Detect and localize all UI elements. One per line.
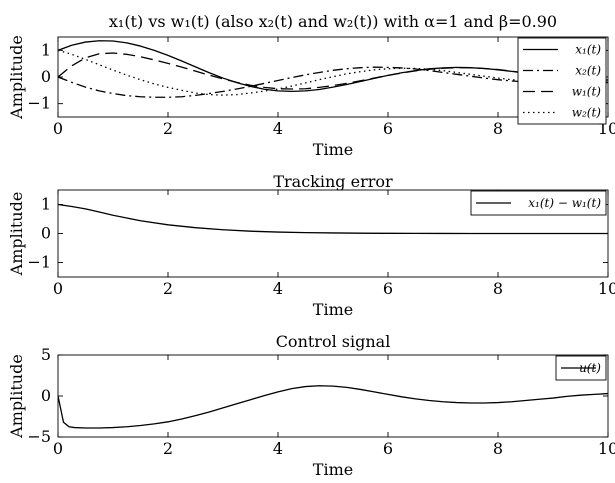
legend-label: w₂(t) (572, 106, 602, 120)
legend-label: x₂(t) (575, 64, 601, 78)
x-tick-label: 4 (273, 439, 283, 458)
y-tick-label: 5 (41, 345, 51, 364)
x-tick-label: 8 (493, 439, 503, 458)
x-tick-label: 0 (53, 119, 63, 138)
x-tick-label: 2 (163, 279, 173, 298)
x-axis-label: Time (313, 300, 353, 319)
x-axis-label: Time (313, 140, 353, 159)
series-line-1 (58, 385, 608, 429)
y-tick-label: −1 (27, 253, 51, 272)
x-tick-label: 8 (493, 279, 503, 298)
x-axis-label: Time (313, 460, 353, 479)
x-tick-label: 6 (383, 119, 393, 138)
x-tick-label: 2 (163, 439, 173, 458)
series-line-2 (58, 66, 608, 98)
x-tick-label: 0 (53, 439, 63, 458)
legend: x₁(t) − w₁(t) (470, 190, 607, 216)
legend: u(t) (555, 355, 607, 381)
y-tick-label: 0 (41, 67, 51, 86)
x-tick-label: 10 (598, 279, 615, 298)
subplot-title: Control signal (276, 332, 391, 351)
series-line-3 (58, 52, 608, 90)
subplot-1: x₁(t) vs w₁(t) (also x₂(t) and w₂(t)) wi… (7, 12, 615, 159)
legend-label: x₁(t) − w₁(t) (528, 196, 601, 210)
x-tick-label: 2 (163, 119, 173, 138)
x-tick-label: 4 (273, 279, 283, 298)
y-tick-label: −1 (27, 94, 51, 113)
legend-label: x₁(t) (575, 43, 601, 57)
x-tick-label: 4 (273, 119, 283, 138)
y-axis-label: Amplitude (7, 192, 26, 277)
y-axis-label: Amplitude (7, 354, 26, 439)
y-tick-label: 1 (41, 195, 51, 214)
series-line-1 (58, 203, 608, 235)
y-tick-label: 1 (41, 40, 51, 59)
y-axis-label: Amplitude (7, 35, 26, 120)
legend-label: u(t) (579, 361, 601, 375)
x-tick-label: 8 (493, 119, 503, 138)
x-tick-label: 0 (53, 279, 63, 298)
y-tick-label: −5 (27, 427, 51, 446)
x-tick-label: 10 (598, 439, 615, 458)
axes-frame (57, 354, 609, 438)
y-tick-label: 0 (41, 224, 51, 243)
x-tick-label: 6 (383, 279, 393, 298)
legend: x₁(t) x₂(t) w₁(t) w₂(t) (517, 37, 607, 125)
subplot-title: Tracking error (273, 172, 393, 191)
y-tick-label: 0 (41, 386, 51, 405)
subplot-title: x₁(t) vs w₁(t) (also x₂(t) and w₂(t)) wi… (109, 12, 557, 31)
legend-box (517, 37, 607, 125)
x-tick-label: 6 (383, 439, 393, 458)
legend-label: w₁(t) (572, 85, 602, 99)
